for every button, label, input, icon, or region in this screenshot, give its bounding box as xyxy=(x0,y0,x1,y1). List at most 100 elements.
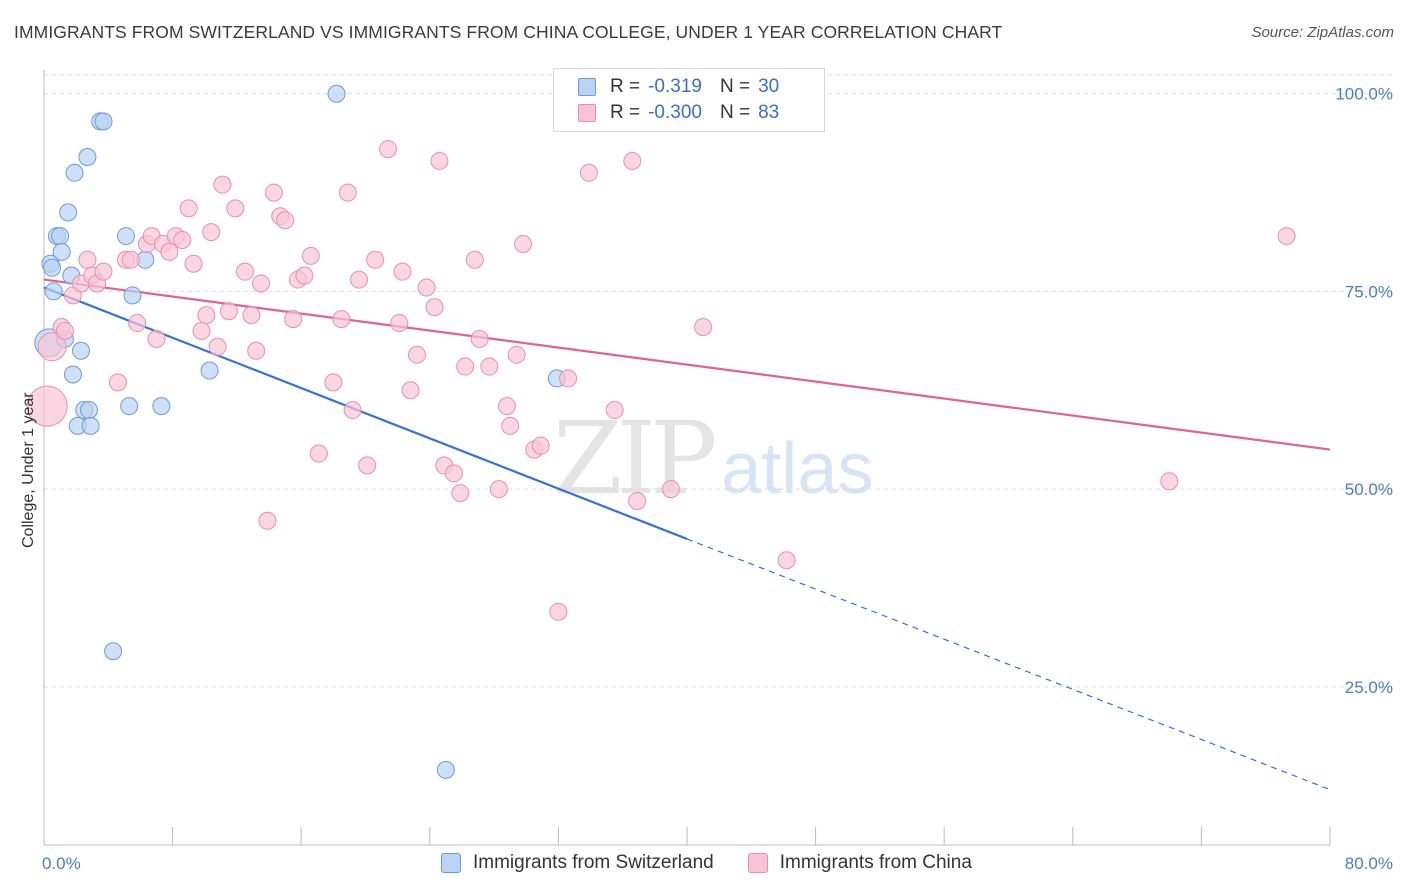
point-china xyxy=(202,223,221,242)
legend-row-china: R = -0.300 N = 83 xyxy=(578,101,779,125)
point-switzerland xyxy=(71,341,90,360)
point-switzerland xyxy=(43,258,62,277)
axes xyxy=(43,70,1331,846)
legend-n-label: N = xyxy=(719,76,751,97)
point-switzerland xyxy=(81,416,100,435)
point-switzerland xyxy=(63,365,82,384)
legend-swatch-switzerland xyxy=(441,853,461,873)
point-china xyxy=(343,401,362,420)
trend-line-china xyxy=(43,278,1331,451)
point-china xyxy=(197,306,216,325)
point-switzerland xyxy=(94,112,113,131)
point-china xyxy=(605,401,624,420)
point-switzerland xyxy=(116,227,135,246)
chart-title: IMMIGRANTS FROM SWITZERLAND VS IMMIGRANT… xyxy=(14,22,1003,42)
point-switzerland xyxy=(80,401,99,420)
point-china xyxy=(301,246,320,265)
point-switzerland xyxy=(44,282,63,301)
point-china xyxy=(425,298,444,317)
point-china xyxy=(623,151,642,170)
point-china xyxy=(108,373,127,392)
point-switzerland xyxy=(59,203,78,222)
point-china xyxy=(497,397,516,416)
point-china xyxy=(128,314,147,333)
point-china xyxy=(628,491,647,510)
legend-swatch-china xyxy=(747,853,768,873)
point-china xyxy=(407,345,426,364)
data-points xyxy=(26,84,1296,779)
point-china xyxy=(1160,472,1179,491)
point-china xyxy=(78,250,97,269)
y-tick-label: 100.0% xyxy=(1335,85,1393,104)
point-switzerland xyxy=(436,760,455,779)
point-china xyxy=(1277,227,1296,246)
point-china xyxy=(401,381,420,400)
legend-r-value: -0.319 xyxy=(648,76,702,97)
legend-r-label: R = xyxy=(610,102,641,123)
point-switzerland xyxy=(51,227,70,246)
watermark-atlas: atlas xyxy=(721,429,874,509)
point-china xyxy=(456,357,475,376)
point-china xyxy=(147,329,166,348)
point-china xyxy=(324,373,343,392)
point-switzerland xyxy=(78,147,97,166)
point-china xyxy=(338,183,357,202)
point-china xyxy=(184,254,203,273)
point-china xyxy=(309,444,328,463)
point-china xyxy=(480,357,499,376)
point-china xyxy=(179,199,198,218)
point-china xyxy=(276,211,295,230)
y-tick-label: 50.0% xyxy=(1345,480,1393,499)
point-switzerland xyxy=(327,84,346,103)
series-legend: Immigrants from Switzerland Immigrants f… xyxy=(441,852,1006,874)
point-china xyxy=(507,345,526,364)
point-china xyxy=(55,321,74,340)
gridlines xyxy=(44,74,1392,688)
point-switzerland xyxy=(152,397,171,416)
legend-row-switzerland: R = -0.319 N = 30 xyxy=(578,75,779,99)
point-switzerland xyxy=(52,242,71,261)
legend-label-china: Immigrants from China xyxy=(779,852,972,873)
point-china xyxy=(694,318,713,337)
legend-label-switzerland: Immigrants from Switzerland xyxy=(473,852,714,873)
point-china xyxy=(26,385,68,427)
point-china xyxy=(192,321,211,340)
point-china xyxy=(579,163,598,182)
point-china xyxy=(390,314,409,333)
point-switzerland xyxy=(104,642,123,661)
point-china xyxy=(37,332,67,362)
point-china xyxy=(358,456,377,475)
point-china xyxy=(661,480,680,499)
tick-labels: 25.0% 50.0% 75.0% 100.0% 0.0% 80.0% xyxy=(42,85,1393,873)
point-china xyxy=(247,341,266,360)
point-china xyxy=(213,175,232,194)
point-china xyxy=(531,436,550,455)
x-tick-label: 0.0% xyxy=(42,854,81,873)
legend-n-value: 83 xyxy=(758,102,780,123)
legend-item-switzerland[interactable]: Immigrants from Switzerland xyxy=(441,852,714,874)
point-china xyxy=(160,242,179,261)
point-china xyxy=(208,337,227,356)
source-credit: Source: ZipAtlas.com xyxy=(1251,24,1394,41)
legend-r-label: R = xyxy=(610,76,641,97)
legend-n-value: 30 xyxy=(758,76,780,97)
point-switzerland xyxy=(123,286,142,305)
point-china xyxy=(226,199,245,218)
point-china xyxy=(366,250,385,269)
legend-item-china[interactable]: Immigrants from China xyxy=(747,852,972,874)
point-china xyxy=(430,151,449,170)
point-china xyxy=(252,274,271,293)
point-china xyxy=(465,250,484,269)
trend-extension-switzerland xyxy=(686,538,1331,791)
point-switzerland xyxy=(120,397,139,416)
point-china xyxy=(379,140,398,159)
legend-r-value: -0.300 xyxy=(648,102,702,123)
point-china xyxy=(173,231,192,250)
y-tick-label: 25.0% xyxy=(1345,678,1393,697)
x-tick-label: 80.0% xyxy=(1345,854,1393,873)
point-switzerland xyxy=(200,361,219,380)
point-china xyxy=(94,262,113,281)
trend-lines xyxy=(43,278,1331,791)
point-china xyxy=(559,369,578,388)
